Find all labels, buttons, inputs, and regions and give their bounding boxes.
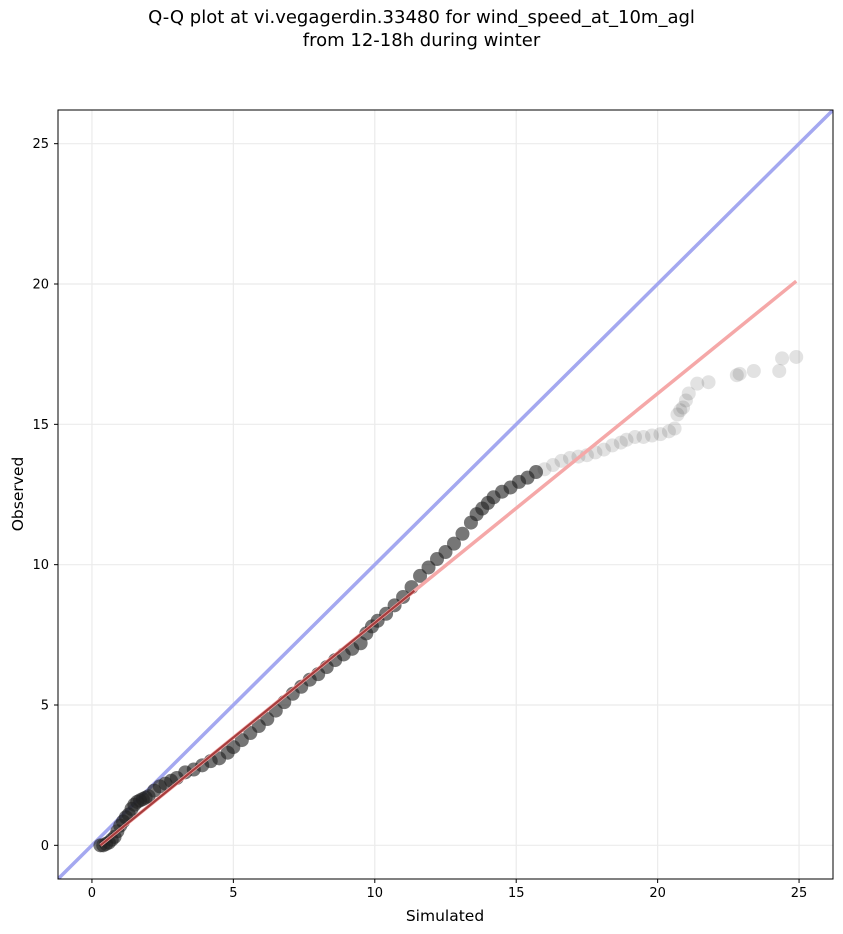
data-point xyxy=(554,453,569,468)
data-point xyxy=(670,407,685,422)
plot-frame xyxy=(57,109,834,880)
data-point xyxy=(661,424,676,439)
data-point xyxy=(455,526,470,541)
data-point xyxy=(701,375,716,390)
data-point xyxy=(537,462,552,477)
data-point xyxy=(596,442,611,457)
x-tick-label: 10 xyxy=(367,886,384,901)
data-point xyxy=(690,376,705,391)
x-tick-label: 15 xyxy=(508,886,525,901)
data-point xyxy=(545,458,560,473)
y-axis-label: Observed xyxy=(9,457,27,532)
points-layer xyxy=(93,349,804,853)
x-tick-label: 20 xyxy=(649,886,666,901)
data-point xyxy=(260,712,275,727)
data-point xyxy=(772,364,787,379)
data-point xyxy=(628,429,643,444)
x-tick-label: 0 xyxy=(88,886,96,901)
data-point xyxy=(636,429,651,444)
data-point xyxy=(446,536,461,551)
identity-line-layer xyxy=(58,110,833,879)
y-tick-label: 20 xyxy=(32,278,49,293)
data-point xyxy=(729,368,744,383)
chart-title-line-1: Q-Q plot at vi.vegagerdin.33480 for wind… xyxy=(148,7,695,28)
data-point xyxy=(746,364,761,379)
data-point xyxy=(605,438,620,453)
fit-line-dense-segment xyxy=(99,589,416,847)
axis-ticks: 0 5 10 15 20 25 0 5 10 15 20 25 xyxy=(32,137,807,901)
data-point xyxy=(775,351,790,366)
data-point xyxy=(619,432,634,447)
data-point xyxy=(413,568,428,583)
data-point xyxy=(613,435,628,450)
chart-title-line-2: from 12-18h during winter xyxy=(302,30,541,51)
x-tick-label: 5 xyxy=(229,886,237,901)
data-point xyxy=(421,560,436,575)
data-point xyxy=(678,393,693,408)
data-point xyxy=(676,400,691,415)
y-tick-label: 15 xyxy=(32,418,49,433)
data-point xyxy=(673,403,688,418)
x-axis-label: Simulated xyxy=(406,907,484,925)
data-point xyxy=(681,386,696,401)
y-tick-label: 10 xyxy=(32,558,49,573)
identity-line xyxy=(58,110,833,879)
data-point xyxy=(396,589,411,604)
y-tick-label: 0 xyxy=(41,839,49,854)
y-tick-label: 5 xyxy=(41,698,49,713)
data-point xyxy=(529,465,544,480)
y-tick-label: 25 xyxy=(32,137,49,152)
x-tick-label: 25 xyxy=(791,886,808,901)
chart-title: Q-Q plot at vi.vegagerdin.33480 for wind… xyxy=(0,6,843,52)
data-point xyxy=(789,349,804,364)
fit-line-layer xyxy=(99,279,798,847)
data-point xyxy=(644,428,659,443)
data-point xyxy=(653,427,668,442)
data-point xyxy=(438,545,453,560)
data-point xyxy=(732,366,747,381)
data-point xyxy=(667,421,682,436)
